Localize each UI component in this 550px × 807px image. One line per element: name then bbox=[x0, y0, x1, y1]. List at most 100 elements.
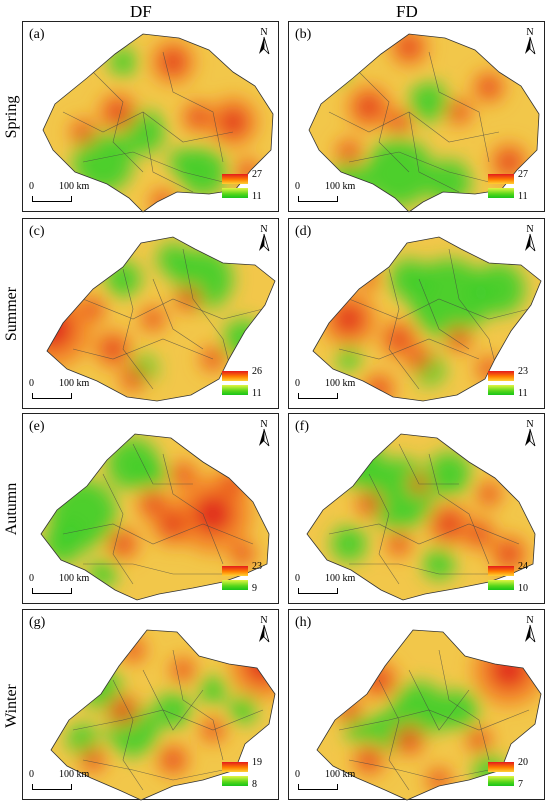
legend-min: 9 bbox=[252, 583, 257, 594]
scale-line bbox=[298, 196, 338, 202]
study-area-outline bbox=[40, 433, 270, 601]
low-value-area bbox=[139, 460, 167, 488]
legend-high-swatch bbox=[488, 762, 514, 772]
scale-line bbox=[32, 393, 72, 399]
high-value-core bbox=[480, 78, 498, 96]
district-boundary bbox=[82, 759, 224, 781]
heatmap-svg bbox=[308, 33, 540, 213]
color-legend: 23 9 bbox=[222, 561, 272, 597]
scale-length: 100 km bbox=[325, 573, 356, 584]
district-boundary bbox=[152, 278, 204, 350]
scale-line bbox=[298, 784, 338, 790]
high-value-core bbox=[156, 195, 170, 209]
scale-line bbox=[32, 196, 72, 202]
high-value-core bbox=[161, 50, 185, 74]
high-value-core bbox=[86, 753, 100, 767]
scale-line bbox=[298, 588, 338, 594]
color-legend: 27 11 bbox=[488, 169, 538, 205]
scale-length: 100 km bbox=[59, 769, 90, 780]
low-value-area bbox=[389, 259, 429, 299]
high-value-core bbox=[176, 663, 190, 677]
district-boundary bbox=[378, 679, 410, 791]
high-value-core bbox=[114, 535, 132, 553]
high-value-core bbox=[161, 512, 185, 536]
district-boundary bbox=[428, 51, 490, 163]
high-value-core bbox=[47, 309, 73, 349]
district-boundary bbox=[132, 443, 193, 485]
color-legend: 23 11 bbox=[488, 366, 538, 402]
district-boundary bbox=[408, 111, 460, 193]
study-area-outline bbox=[316, 629, 542, 801]
high-value-core bbox=[220, 109, 246, 135]
district-boundary bbox=[348, 151, 490, 183]
district-boundary bbox=[142, 669, 204, 731]
legend-low-swatch bbox=[222, 385, 248, 395]
legend-low-swatch bbox=[488, 385, 514, 395]
scale-zero: 0 bbox=[295, 573, 300, 584]
high-value-core bbox=[490, 651, 528, 689]
scale-bar: 0 100 km bbox=[29, 769, 104, 793]
scale-zero: 0 bbox=[295, 769, 300, 780]
study-area-outline bbox=[46, 236, 276, 402]
high-value-core bbox=[357, 95, 381, 119]
heatmap-svg bbox=[42, 33, 274, 213]
north-label: N bbox=[260, 615, 267, 626]
low-value-area bbox=[335, 440, 383, 488]
color-legend: 19 8 bbox=[222, 757, 272, 793]
row-header-winter: Winter bbox=[3, 684, 20, 728]
row-header-summer: Summer bbox=[3, 286, 20, 342]
color-legend: 26 11 bbox=[222, 366, 272, 402]
low-value-area bbox=[329, 62, 349, 82]
legend-low-swatch bbox=[488, 776, 514, 786]
column-header-df: DF bbox=[130, 2, 152, 21]
scale-zero: 0 bbox=[29, 769, 34, 780]
panel-label: (f) bbox=[295, 419, 309, 434]
district-boundary bbox=[348, 759, 490, 781]
heatmap-svg bbox=[46, 236, 276, 402]
low-value-area bbox=[157, 243, 189, 275]
high-value-core bbox=[189, 108, 207, 126]
low-value-area bbox=[423, 548, 455, 580]
high-value-core bbox=[176, 467, 190, 481]
high-value-core bbox=[499, 152, 519, 172]
scale-line bbox=[32, 784, 72, 790]
high-value-core bbox=[400, 731, 418, 749]
north-label: N bbox=[526, 615, 533, 626]
legend-max: 19 bbox=[252, 757, 262, 768]
low-value-area bbox=[223, 319, 263, 359]
scale-zero: 0 bbox=[29, 573, 34, 584]
district-boundary bbox=[62, 523, 254, 545]
legend-min: 8 bbox=[252, 779, 257, 790]
district-boundary bbox=[348, 298, 530, 320]
heatmap-svg bbox=[316, 629, 542, 801]
high-value-core bbox=[144, 495, 162, 513]
map-panel-g: (g) N 0 100 km 19 8 bbox=[22, 609, 279, 801]
high-value-core bbox=[499, 544, 519, 564]
high-value-core bbox=[108, 102, 128, 122]
scale-zero: 0 bbox=[295, 378, 300, 389]
scale-bar: 0 100 km bbox=[29, 378, 104, 402]
map-panel-b: (b) N 0 100 km 27 11 bbox=[288, 21, 545, 213]
north-arrow-icon: N bbox=[256, 418, 272, 448]
scale-bar: 0 100 km bbox=[295, 573, 370, 597]
low-value-area bbox=[229, 696, 257, 724]
low-value-area bbox=[427, 160, 471, 204]
legend-max: 26 bbox=[252, 366, 262, 377]
study-area-outline bbox=[312, 236, 542, 402]
high-value-core bbox=[389, 329, 409, 349]
district-boundary bbox=[162, 453, 224, 565]
legend-max: 23 bbox=[252, 561, 262, 572]
district-boundary bbox=[72, 338, 214, 360]
legend-high-swatch bbox=[222, 566, 248, 576]
north-label: N bbox=[526, 419, 533, 430]
north-label: N bbox=[526, 27, 533, 38]
scale-length: 100 km bbox=[59, 573, 90, 584]
district-boundary bbox=[92, 71, 144, 173]
scale-length: 100 km bbox=[59, 181, 90, 192]
high-value-core bbox=[452, 105, 466, 119]
north-arrow-icon: N bbox=[256, 614, 272, 644]
panel-label: (e) bbox=[29, 419, 45, 434]
district-boundary bbox=[82, 298, 264, 320]
north-arrow-icon: N bbox=[522, 614, 538, 644]
high-value-core bbox=[360, 751, 378, 769]
